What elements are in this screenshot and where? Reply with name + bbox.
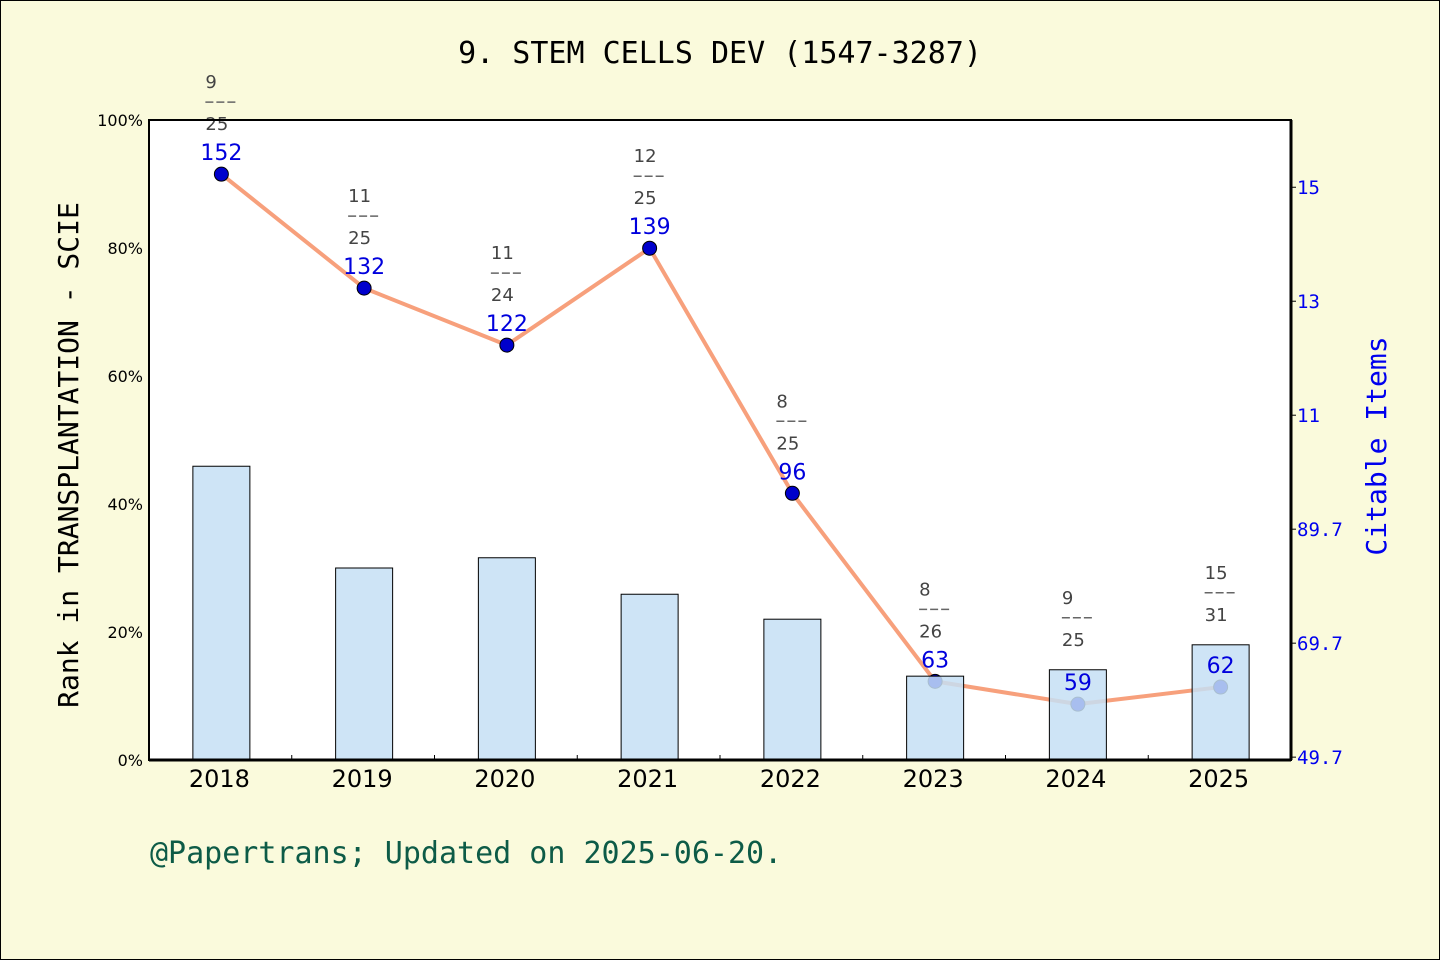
right-tick-label: 49.7 xyxy=(1297,747,1343,769)
line-marker-2021 xyxy=(642,240,658,256)
right-tick-label: 13 xyxy=(1297,291,1320,313)
left-tick-label: 80% xyxy=(107,239,143,258)
bar-2025 xyxy=(1191,644,1250,761)
bar-2021 xyxy=(620,593,679,761)
line-marker-2019 xyxy=(356,280,372,296)
rank-label-2025: 15 xyxy=(1205,563,1228,584)
left-tick-label: 20% xyxy=(107,623,143,642)
left-axis-label: Rank in TRANSPLANTATION - SCIE xyxy=(52,202,85,708)
total-label-2021: 25 xyxy=(634,188,657,209)
x-tick-label-2025: 2025 xyxy=(1188,765,1249,793)
total-label-2020: 24 xyxy=(491,285,514,306)
rank-label-2018: 9 xyxy=(205,72,216,93)
line-label-2019: 132 xyxy=(343,255,385,280)
footer-credit: @Papertrans; Updated on 2025-06-20. xyxy=(150,836,783,871)
left-tick-label: 60% xyxy=(107,367,143,386)
total-label-2024: 25 xyxy=(1062,630,1085,651)
rank-label-2023: 8 xyxy=(919,579,930,600)
right-tick-label: 15 xyxy=(1297,177,1320,199)
total-label-2023: 26 xyxy=(919,621,942,642)
line-marker-2020 xyxy=(499,337,515,353)
bar-2024 xyxy=(1048,669,1107,761)
x-tick-label-2022: 2022 xyxy=(760,765,821,793)
line-label-2021: 139 xyxy=(629,215,671,240)
bar-2022 xyxy=(763,618,822,761)
rank-label-2021: 12 xyxy=(634,146,657,167)
right-tick-label: 69.7 xyxy=(1297,633,1343,655)
rank-label-2024: 9 xyxy=(1062,588,1073,609)
rank-label-2019: 11 xyxy=(348,186,371,207)
line-label-2022: 96 xyxy=(778,460,806,485)
right-tick-label: 11 xyxy=(1297,405,1320,427)
right-axis-label: Citable Items xyxy=(1360,336,1393,555)
x-tick-label-2023: 2023 xyxy=(903,765,964,793)
line-label-2020: 122 xyxy=(486,312,528,337)
bar-2020 xyxy=(477,557,536,761)
left-tick-label: 0% xyxy=(118,751,143,770)
chart-title: 9. STEM CELLS DEV (1547-3287) xyxy=(458,36,982,71)
x-tick-label-2024: 2024 xyxy=(1045,765,1106,793)
line-label-2023: 63 xyxy=(921,648,949,673)
bar-2019 xyxy=(335,567,394,761)
x-tick-label-2020: 2020 xyxy=(474,765,535,793)
total-label-2025: 31 xyxy=(1205,605,1228,626)
bar-2018 xyxy=(192,465,251,761)
x-tick-label-2018: 2018 xyxy=(189,765,250,793)
rank-label-2020: 11 xyxy=(491,243,514,264)
total-label-2019: 25 xyxy=(348,228,371,249)
line-marker-2022 xyxy=(784,485,800,501)
right-tick-label: 89.7 xyxy=(1297,519,1343,541)
bar-2023 xyxy=(906,675,965,761)
plot-area xyxy=(149,120,1291,760)
left-tick-label: 40% xyxy=(107,495,143,514)
total-label-2018: 25 xyxy=(205,114,228,135)
line-label-2024: 59 xyxy=(1064,671,1092,696)
line-label-2018: 152 xyxy=(200,141,242,166)
line-label-2025: 62 xyxy=(1207,654,1235,679)
line-marker-2018 xyxy=(213,166,229,182)
x-tick-label-2021: 2021 xyxy=(617,765,678,793)
rank-label-2022: 8 xyxy=(776,391,787,412)
x-tick-label-2019: 2019 xyxy=(332,765,393,793)
total-label-2022: 25 xyxy=(776,433,799,454)
left-tick-label: 100% xyxy=(97,111,143,130)
